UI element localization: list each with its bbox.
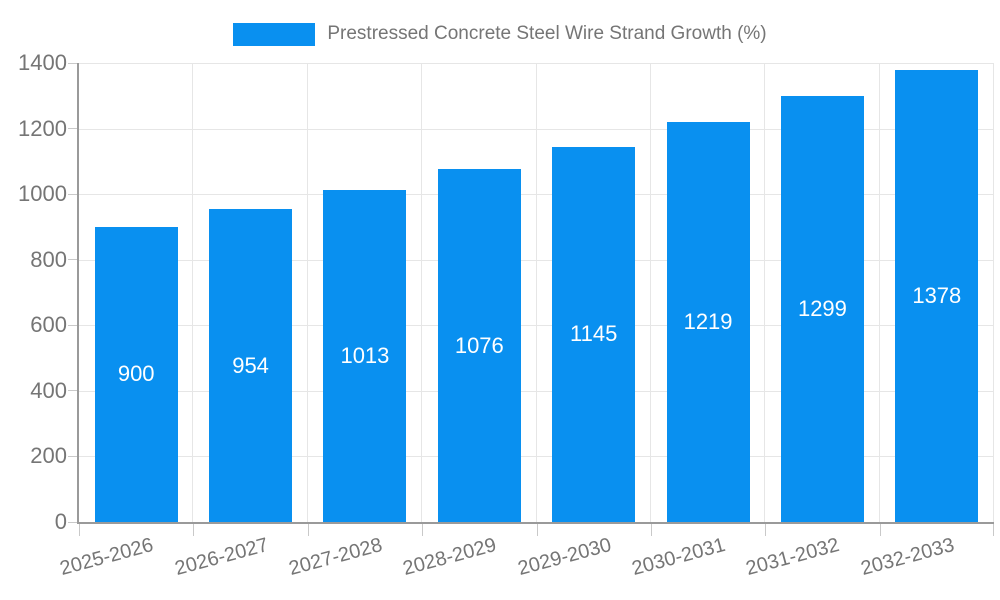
h-gridline (79, 259, 994, 261)
y-axis-tick (68, 324, 77, 326)
y-tick-label: 400 (30, 377, 67, 403)
y-axis-tick (68, 128, 77, 130)
y-axis-tick (68, 390, 77, 392)
h-gridline (79, 128, 994, 130)
y-tick-label: 0 (54, 509, 67, 534)
bar[interactable] (666, 122, 750, 522)
y-axis-tick (68, 455, 77, 457)
x-axis-tick (193, 522, 195, 536)
v-gridline (306, 63, 308, 522)
bar-value-label: 1219 (683, 309, 733, 335)
y-axis-tick (68, 62, 77, 64)
x-axis-tick (879, 522, 881, 536)
bar-value-label: 1076 (454, 332, 504, 358)
v-gridline (993, 63, 994, 522)
y-tick-label: 600 (30, 312, 67, 338)
x-axis-tick (765, 522, 767, 536)
x-axis-tick (536, 522, 538, 536)
bar[interactable] (895, 70, 979, 522)
x-axis-tick (650, 522, 652, 536)
legend-swatch (233, 22, 316, 46)
v-gridline (878, 63, 880, 522)
h-gridline (79, 456, 994, 458)
v-gridline (192, 63, 194, 522)
y-tick-label: 1400 (18, 50, 67, 75)
bar[interactable] (780, 96, 864, 522)
x-axis-tick (422, 522, 424, 536)
x-axis-line (77, 522, 994, 524)
bar-value-label: 954 (232, 352, 269, 378)
y-axis-line (77, 63, 79, 522)
plot-area: 900 954 1013 1076 1145 1219 1299 1378 (68, 62, 994, 536)
bar[interactable] (94, 226, 178, 522)
bar-value-label: 1378 (912, 283, 962, 309)
bar-value-label: 1013 (340, 342, 390, 368)
bar-value-label: 1299 (797, 296, 847, 322)
bar[interactable] (323, 189, 407, 522)
bar[interactable] (552, 146, 636, 522)
x-axis-tick (79, 522, 80, 536)
legend[interactable]: Prestressed Concrete Steel Wire Strand G… (0, 20, 1000, 48)
y-tick-label: 200 (30, 443, 67, 469)
y-tick-label: 1000 (18, 181, 67, 207)
bar[interactable] (437, 169, 521, 522)
y-tick-label: 800 (30, 246, 67, 272)
h-gridline (79, 194, 994, 196)
bar[interactable] (209, 209, 293, 522)
bar-value-label: 900 (117, 361, 155, 387)
y-axis-tick (68, 521, 77, 523)
v-gridline (421, 63, 423, 522)
h-gridline (79, 325, 994, 327)
legend-label: Prestressed Concrete Steel Wire Strand G… (327, 23, 767, 44)
bar-value-label: 1145 (570, 321, 618, 347)
y-axis-tick (68, 259, 77, 261)
y-tick-label: 1200 (18, 115, 67, 141)
v-gridline (649, 63, 651, 522)
v-gridline (535, 63, 537, 522)
x-axis-tick (307, 522, 309, 536)
h-gridline (79, 63, 994, 64)
y-axis-tick (68, 193, 77, 195)
h-gridline (79, 390, 994, 392)
v-gridline (764, 63, 766, 522)
x-axis-tick (993, 522, 994, 536)
